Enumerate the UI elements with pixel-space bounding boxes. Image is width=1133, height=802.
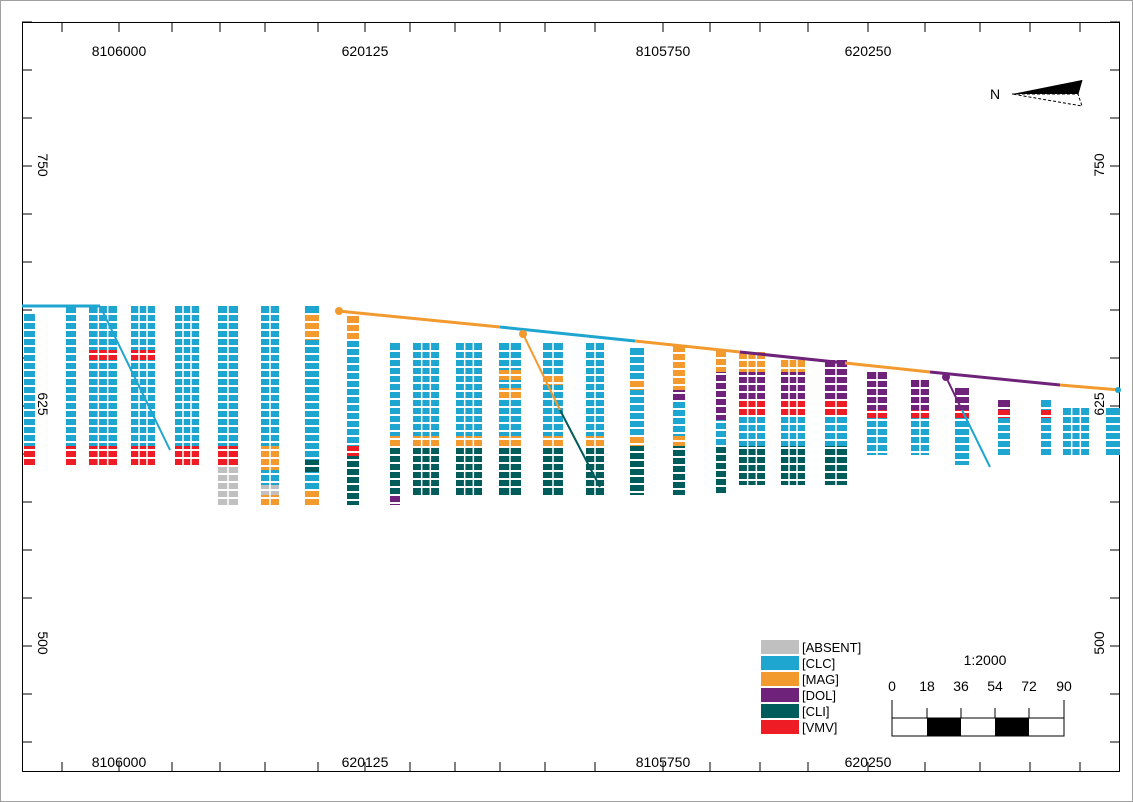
legend-label-cli: [CLI] xyxy=(802,704,829,719)
scale-tick-54: 54 xyxy=(987,678,1003,694)
collar-4 xyxy=(1115,387,1121,393)
drill-hole-column xyxy=(1041,400,1051,455)
bottom-label-1: 8106000 xyxy=(92,754,147,770)
drill-hole-column xyxy=(673,345,685,495)
legend-swatch-cli xyxy=(761,704,799,718)
drill-hole-column xyxy=(261,306,279,505)
drill-hole-column xyxy=(305,306,319,505)
drill-hole-column xyxy=(586,343,604,495)
legend: [ABSENT] [CLC] [MAG] [DOL] [CLI] [VMV] xyxy=(761,640,861,735)
drill-hole-column xyxy=(867,372,887,455)
drill-hole-column xyxy=(781,360,805,485)
drill-hole-column xyxy=(218,306,238,505)
trace-line-6 xyxy=(739,350,846,365)
trace-line-7 xyxy=(844,361,931,374)
drill-hole-column xyxy=(716,350,726,495)
drill-hole-column xyxy=(456,343,482,495)
legend-label-vmv: [VMV] xyxy=(802,720,837,735)
drill-hole-column xyxy=(543,343,563,495)
left-label-625: 625 xyxy=(35,392,51,416)
top-label-4: 620250 xyxy=(845,43,892,59)
drill-hole-column xyxy=(1063,408,1089,455)
legend-label-absent: [ABSENT] xyxy=(802,640,861,655)
drill-traces xyxy=(22,304,1121,488)
trace-line-12 xyxy=(945,376,963,411)
left-label-500: 500 xyxy=(35,631,51,655)
right-label-750: 750 xyxy=(1091,153,1107,177)
drill-hole-column xyxy=(390,343,400,505)
drill-hole-column xyxy=(24,314,35,465)
trace-line-13 xyxy=(961,409,991,468)
drill-hole-column xyxy=(89,306,117,465)
bottom-label-3: 8105750 xyxy=(636,754,691,770)
scale-tick-36: 36 xyxy=(953,678,969,694)
legend-label-dol: [DOL] xyxy=(802,688,836,703)
drill-hole-column xyxy=(347,316,359,505)
trace-line-10 xyxy=(522,333,561,411)
legend-swatch-absent xyxy=(761,640,799,654)
top-label-2: 620125 xyxy=(342,43,389,59)
frame-ticks xyxy=(22,21,1120,772)
legend-swatch-clc xyxy=(761,656,799,670)
drill-hole-column xyxy=(413,343,439,495)
legend-swatch-dol xyxy=(761,688,799,702)
left-elevation-labels: 750 625 500 xyxy=(35,153,51,655)
trace-line-9 xyxy=(1059,383,1121,392)
drill-hole-column xyxy=(955,388,969,465)
bottom-label-2: 620125 xyxy=(342,754,389,770)
legend-label-mag: [MAG] xyxy=(802,672,839,687)
drill-hole-column xyxy=(1106,408,1120,455)
trace-line-8 xyxy=(929,370,1061,387)
legend-swatch-mag xyxy=(761,672,799,686)
legend-swatch-vmv xyxy=(761,720,799,734)
collar-1 xyxy=(335,307,343,315)
drill-hole-columns xyxy=(24,306,1120,505)
trace-line-4 xyxy=(499,325,636,343)
scale-tick-0: 0 xyxy=(888,678,896,694)
bottom-coordinate-labels: 8106000 620125 8105750 620250 xyxy=(92,754,892,770)
drill-hole-column xyxy=(499,343,521,495)
drill-hole-column xyxy=(998,400,1010,455)
top-coordinate-labels: 8106000 620125 8105750 620250 xyxy=(92,43,892,59)
scale-tick-72: 72 xyxy=(1021,678,1037,694)
right-label-500: 500 xyxy=(1091,631,1107,655)
right-label-625: 625 xyxy=(1091,392,1107,416)
drill-hole-column xyxy=(825,360,847,485)
drill-hole-column xyxy=(911,380,929,455)
trace-line-5 xyxy=(634,339,741,354)
drill-hole-column xyxy=(131,306,155,465)
legend-label-clc: [CLC] xyxy=(802,656,835,671)
drill-hole-column xyxy=(66,306,76,465)
bottom-label-4: 620250 xyxy=(845,754,892,770)
scale-bar: 1:2000 0 18 36 54 72 90 xyxy=(888,652,1072,737)
drill-hole-column xyxy=(175,306,199,465)
drill-hole-column xyxy=(739,352,765,485)
map-frame xyxy=(22,22,1120,772)
collar-2 xyxy=(519,330,527,338)
top-label-3: 8105750 xyxy=(636,43,691,59)
north-arrow-icon: N xyxy=(990,79,1083,107)
collar-3 xyxy=(942,373,950,381)
scale-tick-18: 18 xyxy=(919,678,935,694)
left-label-750: 750 xyxy=(35,153,51,177)
trace-line-2 xyxy=(99,305,171,451)
scale-tick-90: 90 xyxy=(1056,678,1072,694)
trace-line-11 xyxy=(559,409,601,488)
drill-hole-column xyxy=(630,348,644,495)
trace-line-3 xyxy=(337,309,501,329)
north-label: N xyxy=(990,86,1000,102)
scale-ratio: 1:2000 xyxy=(964,652,1007,668)
right-elevation-labels: 750 625 500 xyxy=(1091,153,1107,655)
top-label-1: 8106000 xyxy=(92,43,147,59)
